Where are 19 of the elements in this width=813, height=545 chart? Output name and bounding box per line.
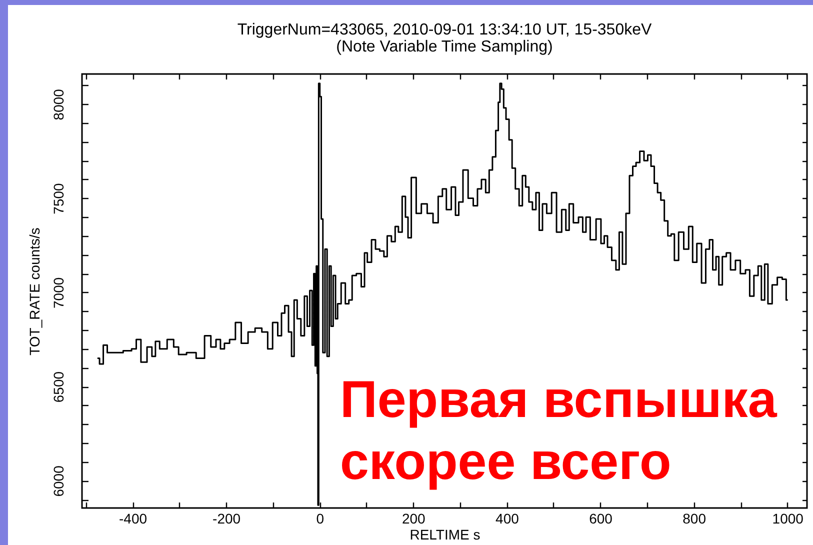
x-tick-label: 400 [496,510,520,526]
y-tick-label: 7000 [50,277,66,308]
y-axis-title: TOT_RATE counts/s [26,228,42,356]
y-tick-label: 6500 [50,371,66,403]
x-tick-label: 200 [402,510,426,526]
x-axis-title: RELTIME s [410,526,480,542]
x-tick-label: -400 [119,510,148,526]
x-tick-label: 600 [589,510,613,526]
x-tick-label: 0 [316,510,324,526]
chart-title: TriggerNum=433065, 2010-09-01 13:34:10 UT, 15-350keV [237,21,652,38]
x-tick-label: 1000 [772,510,804,526]
y-tick-label: 8000 [50,88,66,120]
annotation: скорее всего [340,433,672,491]
annotation: Первая вспышка [340,371,778,429]
chart-subtitle: (Note Variable Time Sampling) [336,38,553,56]
x-tick-label: 800 [682,510,706,526]
y-tick-label: 6000 [50,465,66,497]
y-tick-label: 7500 [50,182,66,214]
x-tick-label: -200 [212,510,241,526]
